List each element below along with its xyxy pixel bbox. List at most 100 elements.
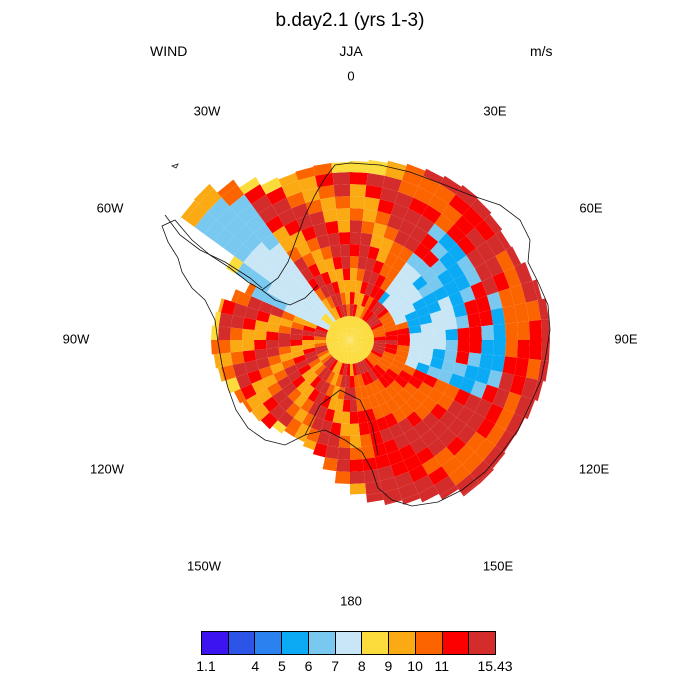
field-cell — [384, 325, 397, 333]
field-cell — [403, 382, 418, 397]
field-cell — [420, 429, 439, 447]
field-cell — [335, 374, 343, 387]
field-cell — [291, 321, 305, 330]
field-cell — [370, 234, 384, 249]
field-cell — [397, 345, 410, 353]
field-cell — [266, 331, 279, 340]
antarctic-coastline — [161, 162, 551, 507]
field-cell — [385, 299, 399, 312]
field-cell — [407, 317, 421, 328]
field-cell — [441, 360, 456, 374]
field-cell — [413, 242, 431, 260]
field-cell — [365, 184, 383, 200]
field-cell — [313, 163, 333, 176]
field-cell — [325, 383, 336, 398]
island-outline — [170, 163, 179, 169]
field-cell — [338, 340, 350, 345]
field-cell — [430, 420, 449, 439]
field-cell — [242, 340, 255, 352]
field-cell — [410, 437, 428, 455]
field-cell — [314, 364, 326, 376]
field-cell — [266, 340, 279, 349]
field-cell — [385, 384, 399, 399]
field-cell — [339, 332, 350, 340]
field-cell — [213, 353, 221, 369]
field-cell — [302, 412, 316, 428]
field-cell — [351, 351, 355, 364]
field-cell — [244, 282, 257, 297]
field-cell — [479, 310, 494, 327]
field-cell — [394, 291, 409, 305]
field-cell — [308, 311, 321, 322]
lon-label-120w: 120W — [90, 461, 125, 476]
field-cell — [302, 330, 315, 337]
field-cell — [478, 468, 494, 484]
field-cell — [475, 295, 491, 313]
field-cell — [362, 269, 373, 283]
field-cell — [361, 294, 370, 308]
field-cell — [376, 248, 389, 264]
field-cell — [485, 234, 506, 256]
field-cell — [217, 179, 238, 198]
field-cell — [367, 315, 380, 326]
field-cell — [339, 340, 350, 346]
field-cell — [370, 349, 383, 358]
field-cell — [314, 340, 327, 344]
field-cell — [357, 256, 368, 270]
field-cell — [446, 224, 466, 244]
field-cell — [376, 361, 389, 373]
field-cell — [278, 346, 292, 355]
field-cell — [327, 343, 339, 350]
field-cell — [370, 431, 384, 446]
field-cell — [254, 330, 267, 340]
field-cell — [330, 372, 339, 386]
field-cell — [412, 369, 427, 382]
field-cell — [398, 219, 416, 237]
field-cell — [455, 185, 479, 207]
field-cell — [281, 180, 302, 198]
field-cell — [341, 340, 350, 349]
variable-label: WIND — [150, 43, 188, 59]
field-cell — [421, 396, 438, 413]
field-cell — [350, 340, 360, 348]
field-cell — [448, 194, 471, 216]
field-cell — [379, 187, 399, 203]
field-cell — [301, 368, 315, 381]
field-cell — [382, 175, 402, 192]
field-cell — [346, 304, 350, 317]
field-cell — [360, 281, 369, 295]
field-cell — [413, 420, 431, 438]
field-cell — [361, 343, 373, 350]
colorbar-tick-label: 1.1 — [196, 658, 216, 674]
field-cell — [437, 296, 453, 311]
field-cell — [366, 172, 385, 188]
field-cell — [233, 243, 252, 263]
field-cell — [476, 418, 496, 439]
field-cell — [327, 269, 338, 283]
field-cell — [284, 427, 296, 437]
field-cell — [320, 285, 331, 299]
field-cell — [428, 194, 449, 214]
field-cell — [481, 324, 494, 340]
field-cell — [246, 269, 263, 286]
field-cell — [464, 268, 482, 287]
field-cell — [392, 256, 407, 272]
field-cell — [239, 176, 260, 195]
field-cell — [448, 373, 465, 389]
field-cell — [378, 291, 391, 305]
field-cell — [377, 465, 395, 481]
field-cell — [244, 306, 259, 320]
field-cell — [364, 282, 375, 297]
field-cell — [231, 289, 241, 303]
field-cell — [270, 305, 285, 318]
field-cell — [347, 351, 350, 364]
field-cell — [390, 203, 409, 220]
field-cell — [415, 362, 430, 375]
field-cell — [388, 304, 402, 316]
field-cell — [350, 280, 357, 293]
field-cell — [320, 246, 333, 261]
field-cell — [394, 471, 414, 489]
field-cell — [364, 296, 374, 309]
field-cell — [398, 297, 413, 310]
field-cell — [429, 357, 444, 370]
